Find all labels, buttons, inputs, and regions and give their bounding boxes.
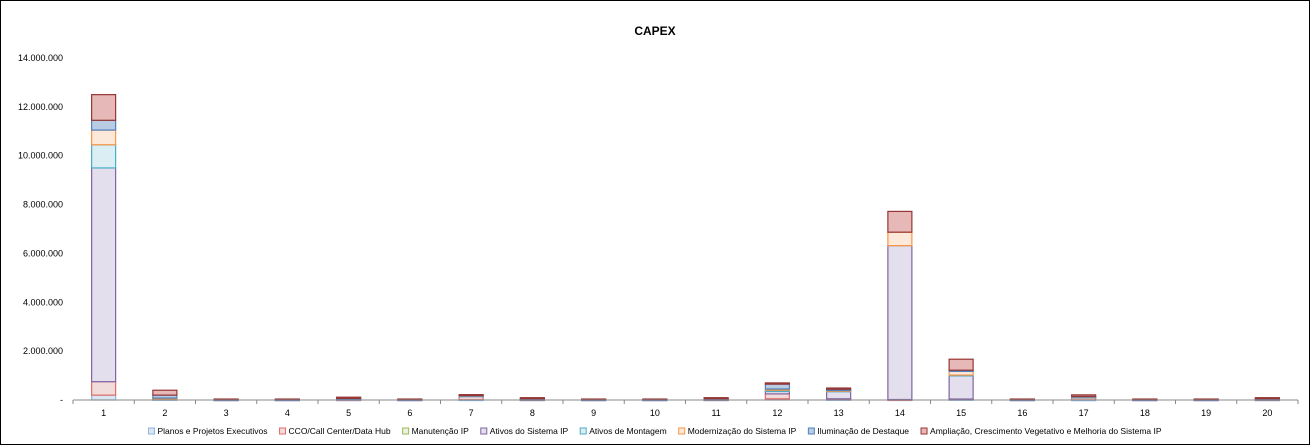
legend-item: Planos e Projetos Executivos [147, 426, 268, 436]
bar-segment [948, 375, 974, 400]
legend-swatch [807, 427, 815, 435]
bar-segment [91, 167, 117, 383]
x-tick-label: 1 [101, 408, 106, 418]
legend-label: Ampliação, Crescimento Vegetativo e Melh… [930, 426, 1162, 436]
x-tick-label: 3 [224, 408, 229, 418]
bar-segment [458, 394, 484, 397]
bars [91, 94, 1280, 402]
legend-label: Iluminação de Destaque [817, 426, 909, 436]
x-tick-label: 7 [469, 408, 474, 418]
legend-swatch [279, 427, 287, 435]
legend-item: Ativos de Montagem [579, 426, 667, 436]
x-tick-label: 16 [1017, 408, 1027, 418]
legend-swatch [402, 427, 410, 435]
bar-segment [91, 119, 117, 131]
x-tick-label: 8 [530, 408, 535, 418]
legend-label: Planos e Projetos Executivos [157, 426, 267, 436]
x-tick-label: 14 [895, 408, 905, 418]
legend: Planos e Projetos Executivos CCO/Call Cen… [147, 426, 1162, 436]
legend-swatch [147, 427, 155, 435]
bar-segment [91, 144, 117, 169]
legend-item: CCO/Call Center/Data Hub [279, 426, 391, 436]
bar-segment [91, 94, 117, 121]
bar-segment [519, 397, 545, 400]
bar-segment [91, 394, 117, 401]
legend-label: Modernização do Sistema IP [688, 426, 797, 436]
legend-label: CCO/Call Center/Data Hub [289, 426, 391, 436]
x-tick-label: 5 [346, 408, 351, 418]
x-tick-label: 12 [772, 408, 782, 418]
y-tick-label: 4.000.000 [23, 297, 63, 307]
bar-segment [336, 396, 362, 400]
x-tick-label: 19 [1201, 408, 1211, 418]
bar-segment [948, 358, 974, 371]
legend-item: Ampliação, Crescimento Vegetativo e Melh… [920, 426, 1162, 436]
y-tick-label: 8.000.000 [23, 200, 63, 210]
chart-title: CAPEX [634, 24, 675, 38]
legend-item: Ativos do Sistema IP [480, 426, 569, 436]
x-tick-label: 17 [1079, 408, 1089, 418]
y-tick-label: 14.000.000 [18, 53, 63, 63]
legend-label: Ativos de Montagem [589, 426, 666, 436]
x-tick-label: 18 [1140, 408, 1150, 418]
legend-swatch [480, 427, 488, 435]
x-tick-label: 11 [711, 408, 720, 418]
legend-label: Ativos do Sistema IP [490, 426, 569, 436]
bar-segment [887, 210, 913, 233]
x-tick-label: 2 [162, 408, 167, 418]
bar-segment [1071, 394, 1097, 397]
legend-swatch [920, 427, 928, 435]
legend-swatch [579, 427, 587, 435]
bar-segment [764, 393, 790, 400]
x-tick-label: 6 [407, 408, 412, 418]
y-axis: - 2.000.000 4.000.000 6.000.000 8.000.000 10.… [18, 53, 63, 405]
x-tick-label: 9 [591, 408, 596, 418]
bar-segment [152, 389, 178, 396]
x-tick-label: 10 [650, 408, 660, 418]
bar-segment [764, 382, 790, 385]
y-tick-label: 2.000.000 [23, 346, 63, 356]
x-tick-label: 13 [834, 408, 844, 418]
x-tick-label: 15 [956, 408, 966, 418]
bar-segment [826, 387, 852, 390]
legend-swatch [678, 427, 686, 435]
bar-segment [887, 231, 913, 247]
y-tick-label: 10.000.000 [18, 151, 63, 161]
legend-label: Manutenção IP [412, 426, 470, 436]
x-tick-label: 4 [285, 408, 290, 418]
y-tick-label: 6.000.000 [23, 248, 63, 258]
bar-segment [703, 397, 729, 400]
y-tick-label: - [60, 395, 63, 405]
bar-segment [91, 129, 117, 146]
y-tick-label: 12.000.000 [18, 102, 63, 112]
bar-segment [1254, 397, 1280, 400]
bar-segment [826, 390, 852, 400]
bar-segment [764, 383, 790, 390]
legend-item: Iluminação de Destaque [807, 426, 909, 436]
x-tick-label: 20 [1262, 408, 1272, 418]
bar-segment [887, 245, 913, 401]
bar-segment [91, 381, 117, 396]
x-axis: 1 2 3 4 5 6 7 8 9 10 11 12 13 14 15 16 17 18 19 20 [72, 399, 1299, 418]
legend-item: Modernização do Sistema IP [678, 426, 797, 436]
legend-item: Manutenção IP [402, 426, 470, 436]
